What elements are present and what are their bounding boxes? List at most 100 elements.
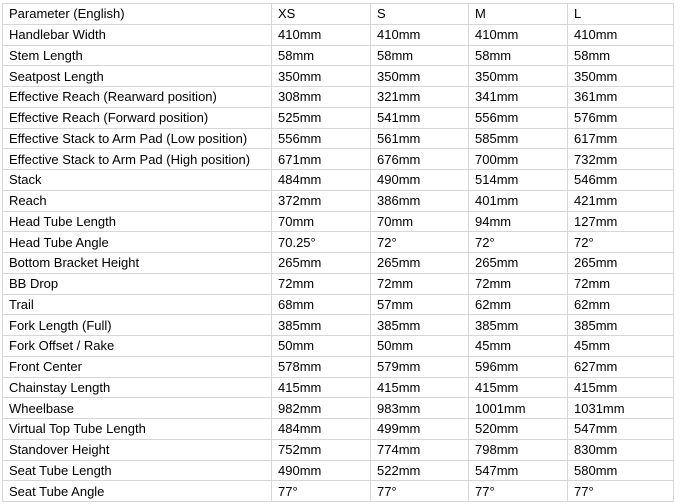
value-cell: 265mm: [567, 252, 674, 274]
value-cell: 774mm: [370, 438, 469, 461]
value-cell: 547mm: [567, 418, 674, 440]
value-cell: 982mm: [271, 397, 371, 419]
size-column-header: S: [370, 3, 469, 25]
geometry-table-container: Parameter (English) XS S M L Handlebar Width…: [2, 3, 674, 502]
table-row: Wheelbase 982mm 983mm 1001mm 1031mm: [2, 397, 674, 419]
table-row: Seat Tube Angle 77° 77° 77° 77°: [2, 480, 674, 502]
value-cell: 70mm: [370, 210, 469, 233]
value-cell: 522mm: [370, 459, 469, 482]
parameter-cell: Fork Offset / Rake: [2, 335, 272, 357]
value-cell: 556mm: [468, 106, 568, 129]
parameter-cell: Stack: [2, 169, 272, 191]
table-row: Stem Length 58mm 58mm 58mm 58mm: [2, 44, 674, 67]
value-cell: 372mm: [271, 189, 371, 212]
table-row: Effective Stack to Arm Pad (High positio…: [2, 148, 674, 170]
table-row: Fork Offset / Rake 50mm 50mm 45mm 45mm: [2, 335, 674, 357]
table-row: Handlebar Width 410mm 410mm 410mm 410mm: [2, 23, 674, 46]
parameter-column-header: Parameter (English): [2, 3, 272, 25]
value-cell: 410mm: [370, 23, 469, 46]
value-cell: 671mm: [271, 148, 371, 170]
value-cell: 499mm: [370, 418, 469, 440]
value-cell: 415mm: [468, 376, 568, 399]
value-cell: 1001mm: [468, 397, 568, 419]
table-row: Head Tube Angle 70.25° 72° 72° 72°: [2, 231, 674, 253]
parameter-cell: Trail: [2, 293, 272, 316]
value-cell: 127mm: [567, 210, 674, 233]
value-cell: 676mm: [370, 148, 469, 170]
value-cell: 490mm: [271, 459, 371, 482]
value-cell: 983mm: [370, 397, 469, 419]
table-row: Head Tube Length 70mm 70mm 94mm 127mm: [2, 210, 674, 233]
table-row: Fork Length (Full) 385mm 385mm 385mm 385mm: [2, 314, 674, 336]
table-row: Virtual Top Tube Length 484mm 499mm 520mm 54…: [2, 418, 674, 440]
value-cell: 617mm: [567, 127, 674, 150]
value-cell: 546mm: [567, 169, 674, 191]
parameter-cell: Effective Stack to Arm Pad (Low position…: [2, 127, 272, 150]
value-cell: 415mm: [271, 376, 371, 399]
value-cell: 77°: [370, 480, 469, 502]
parameter-cell: Seat Tube Angle: [2, 480, 272, 502]
value-cell: 265mm: [370, 252, 469, 274]
value-cell: 385mm: [370, 314, 469, 336]
value-cell: 596mm: [468, 355, 568, 378]
parameter-cell: Head Tube Angle: [2, 231, 272, 253]
parameter-cell: Effective Reach (Forward position): [2, 106, 272, 129]
parameter-cell: Standover Height: [2, 438, 272, 461]
table-row: Bottom Bracket Height 265mm 265mm 265mm 265m…: [2, 252, 674, 274]
value-cell: 350mm: [567, 65, 674, 87]
table-row: Seatpost Length 350mm 350mm 350mm 350mm: [2, 65, 674, 87]
value-cell: 50mm: [370, 335, 469, 357]
value-cell: 561mm: [370, 127, 469, 150]
parameter-cell: Effective Reach (Rearward position): [2, 86, 272, 108]
value-cell: 410mm: [567, 23, 674, 46]
value-cell: 752mm: [271, 438, 371, 461]
value-cell: 77°: [271, 480, 371, 502]
value-cell: 72°: [370, 231, 469, 253]
value-cell: 732mm: [567, 148, 674, 170]
value-cell: 350mm: [271, 65, 371, 87]
table-row: Chainstay Length 415mm 415mm 415mm 415mm: [2, 376, 674, 399]
value-cell: 72mm: [567, 272, 674, 295]
parameter-cell: Virtual Top Tube Length: [2, 418, 272, 440]
value-cell: 514mm: [468, 169, 568, 191]
value-cell: 578mm: [271, 355, 371, 378]
size-column-header: L: [567, 3, 674, 25]
value-cell: 62mm: [567, 293, 674, 316]
table-row: Effective Reach (Rearward position) 308mm…: [2, 86, 674, 108]
value-cell: 265mm: [271, 252, 371, 274]
value-cell: 45mm: [468, 335, 568, 357]
value-cell: 490mm: [370, 169, 469, 191]
table-row: Trail 68mm 57mm 62mm 62mm: [2, 293, 674, 316]
value-cell: 350mm: [468, 65, 568, 87]
value-cell: 385mm: [271, 314, 371, 336]
parameter-cell: Effective Stack to Arm Pad (High positio…: [2, 148, 272, 170]
table-row: Effective Stack to Arm Pad (Low position…: [2, 127, 674, 150]
value-cell: 484mm: [271, 418, 371, 440]
value-cell: 541mm: [370, 106, 469, 129]
value-cell: 265mm: [468, 252, 568, 274]
table-row: Effective Reach (Forward position) 525mm 5…: [2, 106, 674, 129]
value-cell: 410mm: [468, 23, 568, 46]
value-cell: 321mm: [370, 86, 469, 108]
value-cell: 72mm: [271, 272, 371, 295]
value-cell: 70.25°: [271, 231, 371, 253]
value-cell: 576mm: [567, 106, 674, 129]
value-cell: 580mm: [567, 459, 674, 482]
parameter-cell: Seat Tube Length: [2, 459, 272, 482]
parameter-cell: Seatpost Length: [2, 65, 272, 87]
value-cell: 45mm: [567, 335, 674, 357]
table-row: Stack 484mm 490mm 514mm 546mm: [2, 169, 674, 191]
value-cell: 1031mm: [567, 397, 674, 419]
parameter-cell: Fork Length (Full): [2, 314, 272, 336]
table-row: Standover Height 752mm 774mm 798mm 830mm: [2, 438, 674, 461]
value-cell: 72°: [468, 231, 568, 253]
value-cell: 341mm: [468, 86, 568, 108]
parameter-cell: Reach: [2, 189, 272, 212]
parameter-cell: Front Center: [2, 355, 272, 378]
value-cell: 579mm: [370, 355, 469, 378]
size-column-header: XS: [271, 3, 371, 25]
parameter-cell: Bottom Bracket Height: [2, 252, 272, 274]
value-cell: 421mm: [567, 189, 674, 212]
parameter-cell: BB Drop: [2, 272, 272, 295]
value-cell: 58mm: [567, 44, 674, 67]
